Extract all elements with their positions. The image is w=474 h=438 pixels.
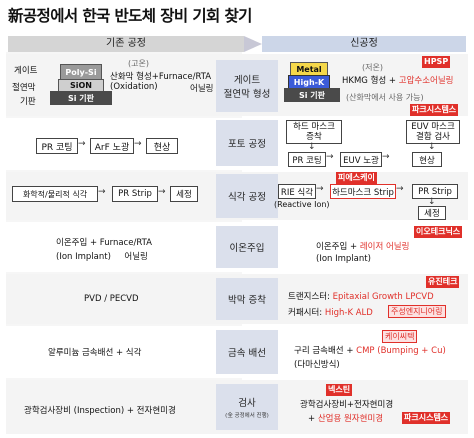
- inspection-legacy: 광학검사장비 (Inspection) + 전자현미경: [24, 406, 176, 416]
- step-etch: 식각 공정: [216, 174, 278, 218]
- arrow-down-icon: ↓: [428, 197, 436, 207]
- deposition-new-line1-red: Epitaxial Growth LPCVD: [332, 292, 434, 302]
- company-tag-park-1: 파크시스템스: [410, 104, 459, 116]
- photo-new-euv-inspect-box: EUV 마스크 결함 검사: [406, 120, 460, 144]
- step-photo: 포토 공정: [216, 120, 278, 166]
- arrow-icon: →: [316, 184, 324, 194]
- arrow-icon: →: [382, 152, 390, 162]
- metal-new-line1: 구리 금속배선 + CMP (Bumping + Cu): [294, 344, 446, 356]
- arrow-icon: →: [134, 139, 142, 149]
- layer-metal: Metal: [290, 62, 328, 76]
- gate-new-process: HKMG 형성 + 고압수소어닐링: [342, 74, 454, 86]
- company-tag-nextin: 넥스틴: [326, 384, 353, 396]
- inspection-new-line2: + 산업용 원자현미경: [308, 412, 383, 424]
- photo-legacy-develop: 현상: [146, 138, 178, 154]
- etch-legacy-chemphys: 화학적/물리적 식각: [12, 186, 98, 202]
- ion-legacy-line2: (Ion Implant) 어닐링: [56, 252, 148, 262]
- label-substrate: 기판: [20, 97, 36, 107]
- arrow-down-icon: ↓: [428, 142, 436, 152]
- etch-new-rie-sub: (Reactive Ion): [274, 200, 330, 209]
- step-inspection-sub: (全 공정에서 진행): [225, 413, 269, 419]
- photo-new-euv: EUV 노광: [340, 152, 382, 167]
- etch-legacy-clean: 세정: [170, 186, 198, 202]
- label-gate: 게이트: [14, 66, 38, 76]
- ion-new-line1: 이온주입 + 레이저 어닐링: [316, 240, 409, 252]
- step-deposition-label: 박막 증착: [228, 295, 266, 306]
- step-metal: 금속 배선: [216, 330, 278, 374]
- page-title: 新공정에서 한국 반도체 장비 기회 찾기: [8, 7, 252, 25]
- arrow-icon: →: [326, 152, 334, 162]
- metal-new-red: CMP (Bumping + Cu): [356, 346, 446, 356]
- gate-new-note: (산화막에서 사용 가능): [346, 93, 424, 102]
- deposition-new-line1-prefix: 트랜지스터:: [288, 292, 333, 302]
- step-ion-label: 이온주입: [229, 243, 265, 254]
- ion-legacy-line1: 이온주입 + Furnace/RTA: [56, 238, 152, 248]
- step-deposition: 박막 증착: [216, 278, 278, 320]
- deposition-new-line2: 커패시터: High-K ALD: [288, 306, 373, 318]
- step-photo-label: 포토 공정: [228, 139, 266, 150]
- etch-legacy-prstrip: PR Strip: [112, 186, 158, 202]
- header-legacy: 기존 공정: [8, 36, 244, 52]
- ion-new-red: 레이저 어닐링: [359, 242, 410, 252]
- ion-new-line2: (Ion Implant): [316, 254, 371, 264]
- step-gate: 게이트 절연막 형성: [216, 60, 278, 112]
- inspection-new-line1: 광학검사장비+전자현미경: [300, 400, 394, 410]
- header-new: 신공정: [262, 36, 466, 52]
- inspection-new-red: 산업용 원자현미경: [317, 414, 384, 424]
- step-gate-label: 게이트 절연막 형성: [223, 75, 271, 100]
- deposition-legacy: PVD / PECVD: [84, 294, 139, 304]
- step-ion: 이온주입: [216, 226, 278, 268]
- ion-new-prefix: 이온주입 +: [316, 242, 360, 252]
- arrow-icon: →: [78, 139, 86, 149]
- step-inspection-label: 검사: [238, 398, 256, 409]
- photo-new-develop: 현상: [412, 152, 442, 167]
- photo-new-pr-coating: PR 코팅: [288, 152, 326, 167]
- step-metal-label: 금속 배선: [228, 348, 266, 359]
- deposition-new-line2-red: High-K ALD: [324, 308, 373, 318]
- deposition-new-line2-prefix: 커패시터:: [288, 308, 325, 318]
- deposition-new-line1: 트랜지스터: Epitaxial Growth LPCVD: [288, 290, 434, 302]
- photo-legacy-pr-coating: PR 코팅: [36, 138, 78, 154]
- label-insulator: 절연막: [12, 83, 36, 93]
- gate-new-process-red: 고압수소어닐링: [398, 76, 454, 86]
- etch-new-clean: 세정: [418, 206, 446, 220]
- company-tag-eotechnics: 이오테크닉스: [414, 226, 463, 238]
- metal-legacy: 알루미늄 금속배선 + 식각: [48, 348, 142, 358]
- company-tag-hpsp: HPSP: [422, 56, 451, 68]
- gate-new-note-top: (저온): [362, 63, 383, 72]
- etch-new-rie: RIE 식각: [278, 184, 316, 199]
- company-tag-jusung: 주성엔지니어링: [388, 305, 446, 318]
- layer-si-substrate-new: Si 기판: [284, 88, 340, 102]
- inspection-new-prefix: +: [308, 414, 318, 424]
- metal-new-prefix: 구리 금속배선 +: [294, 346, 357, 356]
- company-tag-psk: 피에스케이: [336, 172, 377, 184]
- gate-legacy-note: (고온): [128, 59, 149, 68]
- etch-new-hardmask-strip: 하드마스크 Strip: [330, 184, 396, 199]
- metal-new-line2: (다마신방식): [294, 360, 340, 370]
- step-inspection: 검사 (全 공정에서 진행): [216, 384, 278, 430]
- gate-legacy-process: 산화막 형성+Furnace/RTA: [110, 72, 212, 82]
- header-arrow: [244, 36, 262, 52]
- layer-si-substrate: Si 기판: [50, 91, 112, 105]
- gate-legacy-process3: 어닐링: [190, 84, 214, 94]
- gate-legacy-process2: (Oxidation): [110, 82, 158, 92]
- arrow-icon: →: [158, 187, 166, 197]
- company-tag-eugene: 유진테크: [426, 276, 460, 288]
- arrow-down-icon: ↓: [308, 142, 316, 152]
- photo-legacy-arf: ArF 노광: [90, 138, 134, 154]
- step-etch-label: 식각 공정: [228, 192, 266, 203]
- arrow-icon: →: [98, 187, 106, 197]
- company-tag-kctech: 케이씨텍: [382, 330, 418, 343]
- layer-polysi: Poly-Si: [60, 64, 102, 80]
- company-tag-park-2: 파크시스템스: [402, 412, 451, 424]
- etch-new-prstrip: PR Strip: [412, 184, 458, 199]
- arrow-icon: →: [396, 184, 404, 194]
- photo-new-hardmask-box: 하드 마스크 증착: [286, 120, 342, 144]
- layer-highk: High-K: [288, 75, 330, 89]
- gate-new-process-prefix: HKMG 형성 +: [342, 76, 399, 86]
